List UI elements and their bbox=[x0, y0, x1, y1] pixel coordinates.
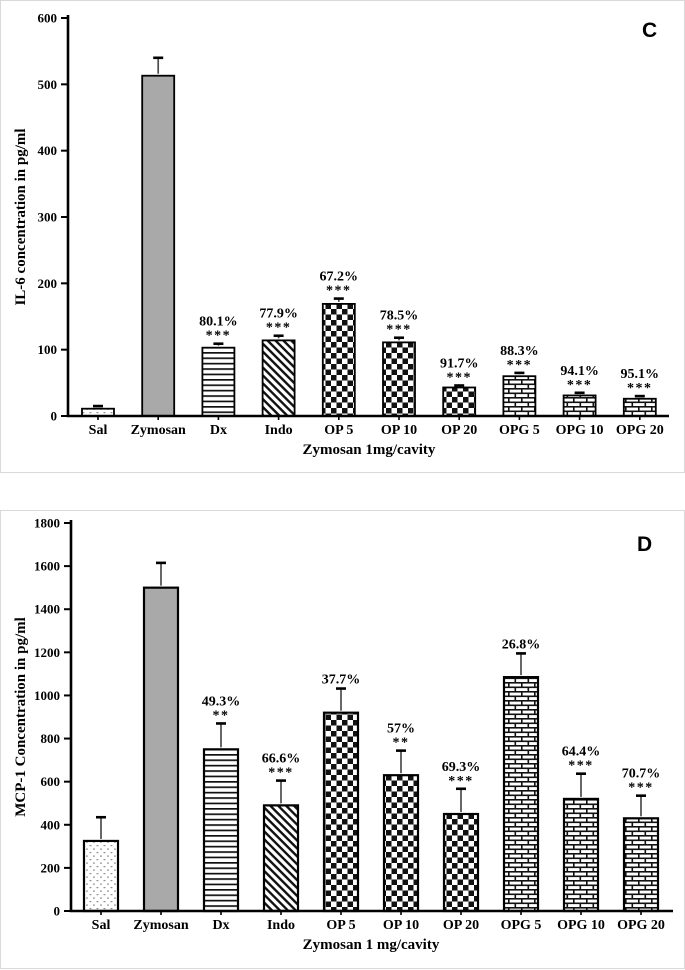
bar-opg-10 bbox=[562, 394, 597, 417]
y-axis-title: MCP-1 Concentration in pg/ml bbox=[13, 617, 29, 817]
category-label: Dx bbox=[210, 423, 227, 438]
significance-stars: *** bbox=[268, 766, 294, 781]
category-label: OP 5 bbox=[326, 918, 355, 933]
bar-zymosan bbox=[141, 74, 176, 417]
inhibition-percent: 77.9% bbox=[259, 307, 298, 322]
x-axis-title: Zymosan 1mg/cavity bbox=[302, 442, 435, 458]
mcp1-bar-chart: 0 200 400 600 800 1000 1200 1400 1600 1800 Sal Zymo… bbox=[13, 516, 673, 953]
bar-indo bbox=[261, 339, 296, 417]
bar-zymosan bbox=[142, 586, 180, 913]
inhibition-percent: 88.3% bbox=[500, 344, 539, 359]
y-tick-label: 200 bbox=[41, 860, 61, 875]
inhibition-percent: 69.3% bbox=[442, 760, 481, 775]
category-label: Indo bbox=[265, 423, 293, 438]
significance-stars: *** bbox=[507, 358, 533, 373]
bar-op-20 bbox=[442, 812, 480, 913]
y-tick-label: 400 bbox=[41, 817, 61, 832]
category-label: OPG 5 bbox=[501, 918, 542, 933]
inhibition-percent: 66.6% bbox=[262, 752, 301, 767]
inhibition-percent: 64.4% bbox=[562, 745, 601, 760]
inhibition-percent: 80.1% bbox=[199, 315, 238, 330]
y-tick-label: 0 bbox=[51, 409, 58, 424]
y-tick-label: 1800 bbox=[34, 516, 60, 531]
y-tick-label: 600 bbox=[41, 774, 61, 789]
bar-op-10 bbox=[382, 341, 416, 417]
inhibition-percent: 95.1% bbox=[621, 367, 660, 382]
significance-stars: *** bbox=[386, 323, 412, 338]
inhibition-percent: 70.7% bbox=[622, 767, 661, 782]
category-label: OP 5 bbox=[324, 423, 353, 438]
category-label: OPG 20 bbox=[617, 918, 665, 933]
significance-stars: *** bbox=[326, 284, 352, 299]
y-tick-label: 600 bbox=[38, 11, 58, 26]
category-label: OP 20 bbox=[441, 423, 477, 438]
y-tick-label: 200 bbox=[38, 276, 58, 291]
il6-bar-chart: 0 100 200 300 400 500 600 Sal Zymosan Dx Indo OP 5 O… bbox=[13, 11, 669, 458]
category-label: OP 10 bbox=[381, 423, 417, 438]
significance-stars: *** bbox=[266, 321, 292, 336]
inhibition-percent: 91.7% bbox=[440, 356, 479, 371]
bar-dx bbox=[202, 748, 240, 913]
bar-opg-20 bbox=[622, 397, 657, 417]
y-tick-label: 1000 bbox=[34, 688, 60, 703]
category-label: OPG 5 bbox=[499, 423, 540, 438]
category-label: Zymosan bbox=[131, 423, 186, 438]
category-label: OPG 10 bbox=[556, 423, 604, 438]
y-tick-label: 0 bbox=[54, 904, 61, 919]
x-axis-title: Zymosan 1 mg/cavity bbox=[303, 937, 440, 953]
y-tick-label: 1600 bbox=[34, 559, 60, 574]
y-tick-label: 500 bbox=[38, 77, 58, 92]
bar-op-10 bbox=[382, 774, 420, 913]
panel-c: 0 100 200 300 400 500 600 Sal Zymosan Dx Indo OP 5 O… bbox=[0, 0, 685, 473]
bar-opg-5 bbox=[502, 676, 540, 913]
significance-stars: *** bbox=[567, 378, 593, 393]
category-label: OPG 20 bbox=[616, 423, 664, 438]
bar-sal bbox=[82, 839, 120, 913]
bar-op-5 bbox=[321, 302, 356, 417]
significance-stars: *** bbox=[628, 781, 654, 796]
category-label: Zymosan bbox=[133, 918, 188, 933]
y-tick-label: 100 bbox=[38, 342, 58, 357]
category-label: OP 10 bbox=[383, 918, 419, 933]
y-tick-label: 400 bbox=[38, 143, 58, 158]
bar-op-20 bbox=[442, 386, 477, 417]
y-axis-title: IL-6 concentration in pg/ml bbox=[13, 128, 29, 305]
inhibition-percent: 49.3% bbox=[202, 694, 241, 709]
bar-opg-10 bbox=[562, 797, 600, 913]
bar-dx bbox=[201, 346, 236, 417]
bar-indo bbox=[262, 804, 300, 913]
panel-letter-d: D bbox=[637, 533, 653, 556]
category-label: Sal bbox=[92, 918, 111, 933]
inhibition-percent: 78.5% bbox=[380, 309, 419, 324]
inhibition-percent: 94.1% bbox=[560, 364, 599, 379]
y-tick-label: 300 bbox=[38, 210, 58, 225]
significance-stars: ** bbox=[213, 708, 230, 723]
category-label: OP 20 bbox=[443, 918, 479, 933]
significance-stars: *** bbox=[206, 329, 232, 344]
inhibition-percent: 26.8% bbox=[502, 637, 541, 652]
inhibition-percent: 67.2% bbox=[320, 270, 359, 285]
y-tick-label: 1200 bbox=[34, 645, 60, 660]
significance-stars: *** bbox=[448, 774, 474, 789]
inhibition-percent: 37.7% bbox=[322, 673, 361, 688]
bar-op-5 bbox=[322, 711, 360, 913]
category-label: Indo bbox=[267, 918, 295, 933]
panel-letter-c: C bbox=[642, 19, 658, 42]
bar-opg-5 bbox=[502, 375, 537, 417]
bar-opg-20 bbox=[622, 817, 660, 913]
inhibition-percent: 57% bbox=[387, 722, 415, 737]
panel-d: 0 200 400 600 800 1000 1200 1400 1600 1800 Sal Zymo… bbox=[0, 510, 685, 969]
category-label: Sal bbox=[89, 423, 108, 438]
y-tick-label: 1400 bbox=[34, 602, 60, 617]
significance-stars: *** bbox=[627, 381, 653, 396]
y-tick-label: 800 bbox=[41, 731, 61, 746]
significance-stars: *** bbox=[446, 370, 472, 385]
significance-stars: ** bbox=[393, 736, 410, 751]
category-label: Dx bbox=[212, 918, 229, 933]
significance-stars: *** bbox=[568, 759, 594, 774]
category-label: OPG 10 bbox=[557, 918, 605, 933]
